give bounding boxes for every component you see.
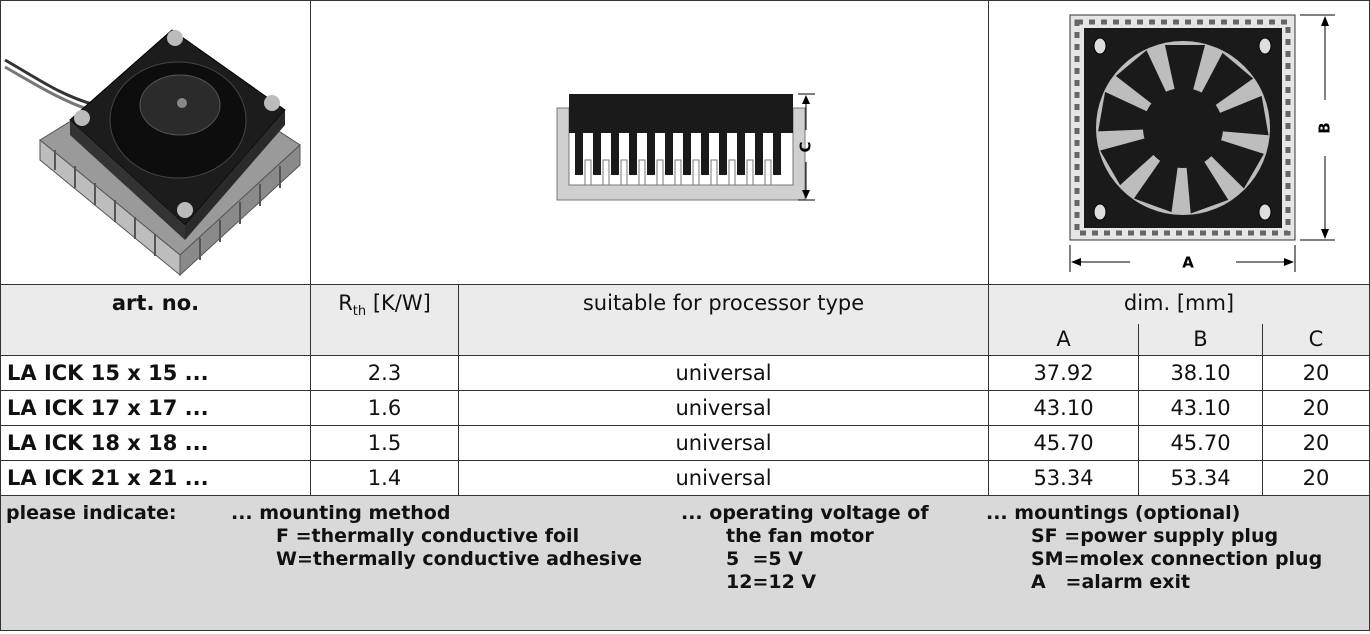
footer-item: 12=12 V [726, 571, 816, 594]
cell: 2.3 [311, 356, 459, 391]
footer-item: F =thermally conductive foil [276, 525, 579, 548]
header-processor: suitable for processor type [459, 285, 989, 356]
cell: universal [459, 461, 989, 496]
cell: 20 [1263, 356, 1370, 391]
header-rth: Rth [K/W] [311, 285, 459, 356]
cell: 45.70 [1139, 426, 1263, 461]
cell: 43.10 [1139, 391, 1263, 426]
cell: 53.34 [1139, 461, 1263, 496]
cell: 53.34 [989, 461, 1139, 496]
footer-item: W=thermally conductive adhesive [276, 548, 642, 571]
dimension-label: B [1316, 122, 1334, 133]
top-view-drawing: B A [1070, 15, 1335, 272]
footer-heading: ... mounting method [231, 502, 450, 525]
article-number: LA ICK 17 x 17 ... [1, 391, 311, 426]
footer-label: please indicate: [6, 502, 176, 525]
cell: universal [459, 391, 989, 426]
cell: universal [459, 356, 989, 391]
cell: 20 [1263, 391, 1370, 426]
rth-symbol: R [338, 291, 353, 315]
dim-column: C [1263, 324, 1370, 356]
cell: 37.92 [989, 356, 1139, 391]
article-number: LA ICK 18 x 18 ... [1, 426, 311, 461]
footer-item: A =alarm exit [1031, 571, 1190, 594]
rth-subscript: th [353, 304, 366, 319]
illustrations: C B A [0, 0, 1370, 284]
article-number: LA ICK 15 x 15 ... [1, 356, 311, 391]
header-dim: dim. [mm] [989, 285, 1370, 324]
dimension-label: A [1182, 254, 1194, 272]
footer-heading: ... operating voltage of [681, 502, 929, 525]
cell: 43.10 [989, 391, 1139, 426]
dim-column: B [1139, 324, 1263, 356]
cell: 38.10 [1139, 356, 1263, 391]
article-number: LA ICK 21 x 21 ... [1, 461, 311, 496]
cell: universal [459, 426, 989, 461]
footer-item: SM=molex connection plug [1031, 548, 1322, 571]
product-photo [5, 30, 300, 275]
cell: 1.4 [311, 461, 459, 496]
footer-item: the fan motor [726, 525, 874, 548]
cell: 45.70 [989, 426, 1139, 461]
profile-drawing: C [557, 94, 815, 200]
footer-heading: ... mountings (optional) [986, 502, 1240, 525]
rth-unit: [K/W] [373, 291, 431, 315]
header-art-no: art. no. [1, 285, 311, 356]
dim-column: A [989, 324, 1139, 356]
dimension-label: C [797, 141, 815, 152]
footer-item: SF =power supply plug [1031, 525, 1278, 548]
cell: 20 [1263, 426, 1370, 461]
cell: 1.6 [311, 391, 459, 426]
cell: 20 [1263, 461, 1370, 496]
footer-item: 5 =5 V [726, 548, 803, 571]
cell: 1.5 [311, 426, 459, 461]
page: art. no. Rth [K/W] suitable for processo… [0, 0, 1370, 634]
